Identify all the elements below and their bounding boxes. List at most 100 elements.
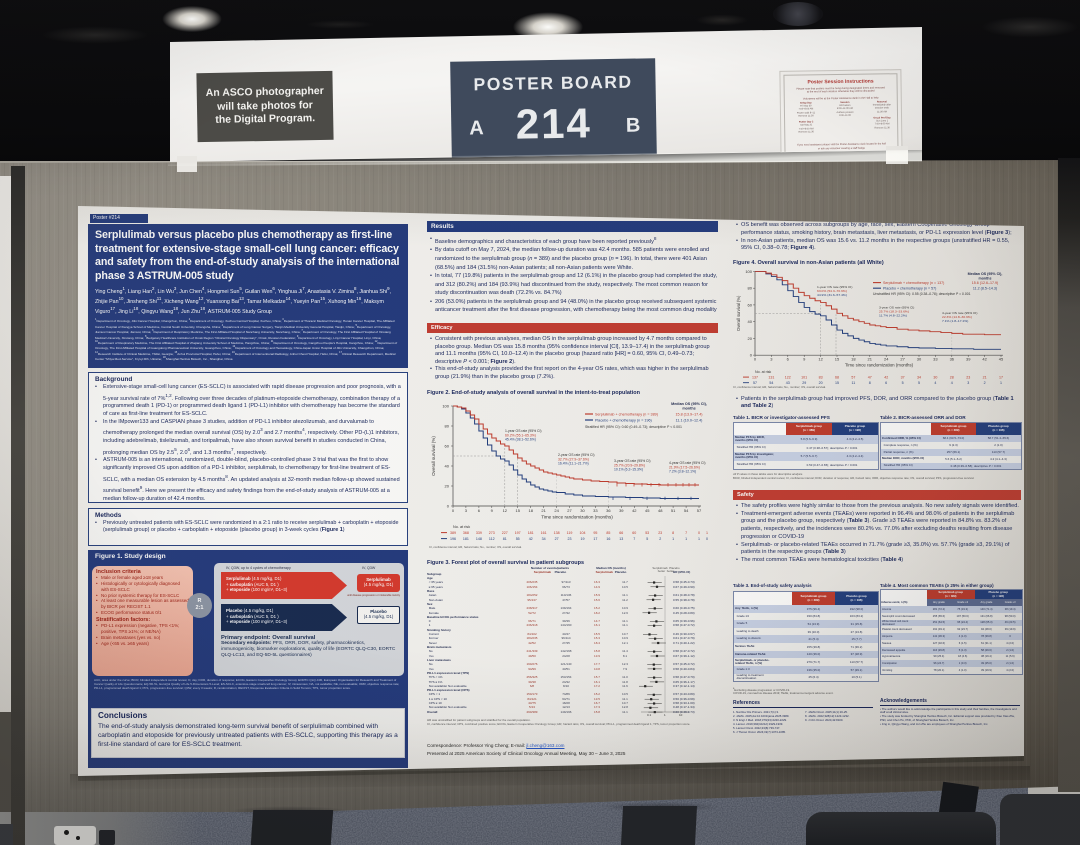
svg-text:1: 1 (706, 531, 708, 535)
svg-text:16: 16 (606, 537, 610, 541)
svg-text:6: 6 (787, 358, 789, 362)
svg-text:181: 181 (528, 531, 534, 535)
svg-text:Median OS (95% CI),: Median OS (95% CI), (968, 272, 1003, 276)
svg-text:53: 53 (645, 531, 649, 535)
svg-text:6: 6 (478, 508, 481, 513)
svg-text:10: 10 (679, 713, 683, 716)
svg-text:7: 7 (685, 531, 687, 535)
svg-text:0: 0 (750, 354, 752, 358)
svg-text:15: 15 (835, 381, 839, 385)
svg-text:Time since randomization (mont: Time since randomization (months) (845, 362, 914, 367)
svg-text:23: 23 (658, 531, 662, 535)
svg-text:55: 55 (516, 537, 520, 541)
svg-text:4: 4 (934, 381, 936, 385)
svg-text:3: 3 (465, 508, 468, 513)
svg-text:8: 8 (869, 381, 871, 385)
svg-text:No. at risk: No. at risk (453, 525, 470, 529)
svg-text:23: 23 (966, 376, 970, 380)
svg-text:54: 54 (769, 381, 773, 385)
svg-text:11.1 (10.0–12.4): 11.1 (10.0–12.4) (676, 419, 703, 423)
svg-text:2: 2 (984, 381, 986, 385)
svg-text:3: 3 (770, 358, 772, 362)
svg-text:23: 23 (568, 537, 572, 541)
svg-text:0: 0 (452, 508, 455, 513)
svg-text:12: 12 (503, 508, 508, 513)
svg-text:21.9% (17.5–26.6%): 21.9% (17.5–26.6%) (669, 465, 700, 469)
svg-text:3: 3 (967, 381, 969, 385)
svg-text:Overall survival (%): Overall survival (%) (736, 295, 741, 331)
svg-text:25.7% (20.9–29.8%): 25.7% (20.9–29.8%) (614, 463, 645, 467)
svg-text:196: 196 (450, 537, 456, 541)
svg-text:CI, confidence interval; HR, h: CI, confidence interval; HR, hazard rati… (429, 545, 522, 549)
svg-text:33: 33 (933, 358, 937, 362)
svg-text:15.6 (12.6–17.9): 15.6 (12.6–17.9) (972, 281, 998, 285)
svg-text:2-year OS rate (95% CI): 2-year OS rate (95% CI) (558, 453, 595, 457)
svg-text:10.1% (6.2–15.3%): 10.1% (6.2–15.3%) (614, 468, 643, 472)
svg-text:45: 45 (999, 358, 1003, 362)
svg-text:60: 60 (445, 444, 450, 449)
svg-text:100: 100 (442, 404, 449, 409)
svg-text:44.9% (31.6–57.4%): 44.9% (31.6–57.4%) (817, 293, 847, 297)
svg-text:19: 19 (581, 537, 585, 541)
svg-text:22.3% (14.8–30.6%): 22.3% (14.8–30.6%) (942, 315, 972, 319)
svg-text:1-year OS rate (95% CI): 1-year OS rate (95% CI) (817, 285, 852, 289)
svg-text:5: 5 (902, 381, 904, 385)
svg-text:No. at risk: No. at risk (755, 370, 771, 374)
svg-text:54: 54 (684, 508, 689, 513)
svg-text:47: 47 (868, 376, 872, 380)
svg-text:137: 137 (752, 376, 758, 380)
svg-text:17: 17 (999, 376, 1003, 380)
svg-text:17: 17 (593, 537, 597, 541)
svg-text:1: 1 (1000, 381, 1002, 385)
svg-text:9: 9 (803, 358, 805, 362)
svg-text:81: 81 (503, 537, 507, 541)
svg-text:12: 12 (818, 358, 822, 362)
svg-text:68: 68 (835, 376, 839, 380)
svg-text:5: 5 (646, 537, 648, 541)
svg-text:131: 131 (768, 376, 774, 380)
svg-text:24: 24 (884, 358, 889, 362)
svg-text:368: 368 (463, 531, 469, 535)
svg-text:13: 13 (619, 537, 623, 541)
svg-text:30: 30 (580, 508, 585, 513)
svg-text:1: 1 (685, 537, 687, 541)
svg-text:161: 161 (541, 531, 547, 535)
svg-text:15: 15 (515, 508, 520, 513)
svg-text:5: 5 (918, 381, 920, 385)
svg-text:63.0% (54.3–70.6%): 63.0% (54.3–70.6%) (817, 289, 847, 293)
svg-text:36: 36 (950, 358, 954, 362)
svg-text:4-year OS rate (95% CI): 4-year OS rate (95% CI) (669, 461, 706, 465)
svg-text:25.7% (18.3–33.6%): 25.7% (18.3–33.6%) (879, 310, 909, 314)
svg-text:months: months (682, 407, 695, 411)
svg-text:119: 119 (567, 531, 573, 535)
svg-text:80: 80 (445, 424, 450, 429)
svg-text:3-year OS rate (95% CI): 3-year OS rate (95% CI) (614, 459, 651, 463)
svg-text:4: 4 (951, 381, 953, 385)
svg-text:34: 34 (917, 376, 921, 380)
svg-text:60.2% (55.1–65.3%): 60.2% (55.1–65.3%) (505, 433, 536, 437)
svg-text:148: 148 (476, 537, 482, 541)
svg-text:66: 66 (619, 531, 623, 535)
svg-text:57: 57 (697, 508, 702, 513)
svg-text:39: 39 (619, 508, 624, 513)
svg-text:32.7% (27.9–37.6%): 32.7% (27.9–37.6%) (558, 457, 589, 461)
svg-text:Serplulimab + chemotherapy (n: Serplulimab + chemotherapy (n = 137) (883, 281, 944, 285)
svg-text:43: 43 (786, 381, 790, 385)
svg-text:11.2 (8.5–14.3): 11.2 (8.5–14.3) (973, 287, 997, 291)
svg-text:48: 48 (658, 508, 663, 513)
svg-text:0: 0 (698, 531, 700, 535)
svg-text:0: 0 (447, 504, 450, 509)
svg-text:40: 40 (445, 464, 450, 469)
svg-text:45.4% (38.1–52.6%): 45.4% (38.1–52.6%) (505, 438, 536, 442)
svg-text:83: 83 (819, 376, 823, 380)
svg-text:339: 339 (476, 531, 482, 535)
svg-text:104: 104 (580, 531, 586, 535)
svg-text:57: 57 (753, 381, 757, 385)
svg-text:Placebo + chemotherapy (n = 57: Placebo + chemotherapy (n = 57) (883, 287, 936, 291)
svg-text:37: 37 (901, 376, 905, 380)
svg-text:42: 42 (982, 358, 986, 362)
svg-text:95: 95 (593, 531, 597, 535)
svg-text:15.8 (13.9–17.4): 15.8 (13.9–17.4) (675, 413, 702, 417)
svg-text:57: 57 (851, 376, 855, 380)
svg-text:30: 30 (933, 376, 937, 380)
